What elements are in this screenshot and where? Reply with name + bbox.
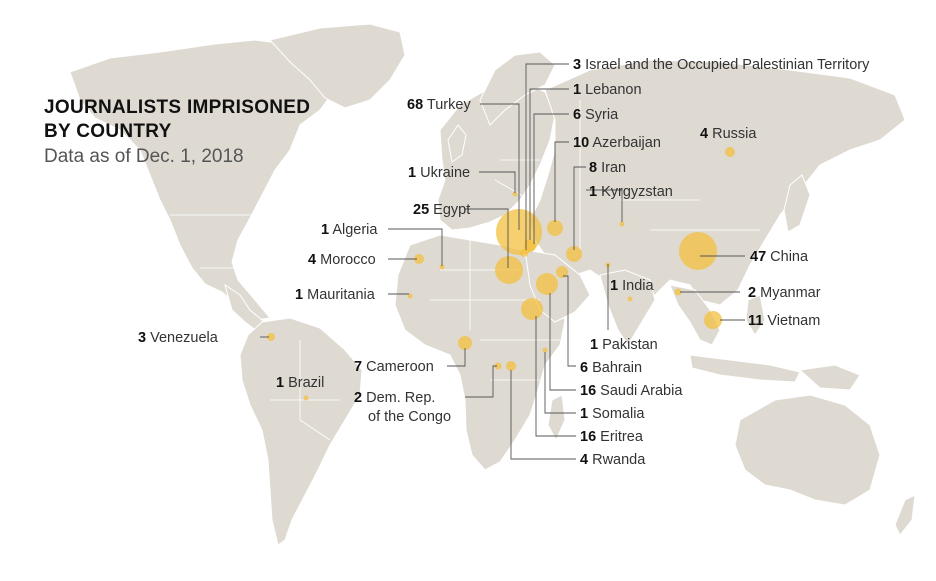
bubble-lebanon <box>524 239 530 245</box>
bubble-india <box>627 296 633 302</box>
label-algeria: 1 Algeria <box>321 222 378 238</box>
label-kyrgyzstan: 1 Kyrgyzstan <box>589 184 673 200</box>
bubble-kyrgyzstan <box>619 221 625 227</box>
southeast-asia-landmass <box>669 284 721 346</box>
scandinavia-landmass <box>479 51 556 126</box>
bubble-israel <box>520 249 528 257</box>
land-masses <box>69 23 916 546</box>
label-venezuela: 3 Venezuela <box>138 330 219 346</box>
label-saudi-arabia: 16 Saudi Arabia <box>580 383 683 399</box>
label-syria: 6 Syria <box>573 107 619 123</box>
bubble-china <box>679 232 717 270</box>
label-china: 47 China <box>750 249 809 265</box>
label-iran: 8 Iran <box>589 160 626 176</box>
label-bahrain: 6 Bahrain <box>580 360 642 376</box>
bubble-morocco <box>414 254 424 264</box>
label-drc-line1: 2 Dem. Rep. <box>354 390 435 406</box>
bubble-drc <box>494 362 502 370</box>
philippines-landmass <box>745 294 766 336</box>
greenland-landmass <box>269 23 406 109</box>
leader-lines <box>260 63 745 460</box>
label-drc-line2: of the Congo <box>368 409 451 425</box>
label-azerbaijan: 10 Azerbaijan <box>573 135 661 151</box>
label-israel: 3 Israel and the Occupied Palestinian Te… <box>573 57 870 73</box>
label-cameroon: 7 Cameroon <box>354 359 434 375</box>
bubble-saudi-arabia <box>536 273 558 295</box>
bubble-vietnam <box>704 311 722 329</box>
bubbles <box>267 147 735 401</box>
label-eritrea: 16 Eritrea <box>580 429 644 445</box>
country-borders <box>170 100 760 441</box>
label-myanmar: 2 Myanmar <box>748 285 821 301</box>
south-america-landmass <box>239 317 363 546</box>
label-pakistan: 1 Pakistan <box>590 337 658 353</box>
new-guinea-landmass <box>798 364 861 391</box>
labels: 3 Israel and the Occupied Palestinian Te… <box>138 57 870 468</box>
label-mauritania: 1 Mauritania <box>295 287 376 303</box>
bubble-iran <box>566 246 582 262</box>
label-rwanda: 4 Rwanda <box>580 452 646 468</box>
bubble-bahrain <box>556 266 568 278</box>
label-russia: 4 Russia <box>700 126 757 142</box>
bubble-somalia <box>542 347 548 353</box>
map-title-line2: BY COUNTRY <box>44 121 172 142</box>
label-morocco: 4 Morocco <box>308 252 376 268</box>
map-subtitle: Data as of Dec. 1, 2018 <box>44 146 244 167</box>
bubble-brazil <box>303 395 309 401</box>
madagascar-landmass <box>547 394 566 442</box>
new-zealand-landmass <box>894 494 916 536</box>
label-india: 1 India <box>610 278 654 294</box>
map-title: JOURNALISTS IMPRISONED <box>44 97 311 118</box>
bubble-rwanda <box>506 361 516 371</box>
label-lebanon: 1 Lebanon <box>573 82 642 98</box>
bubble-eritrea <box>521 298 543 320</box>
label-vietnam: 11 Vietnam <box>748 313 820 329</box>
bubble-cameroon <box>458 336 472 350</box>
indonesia-landmass <box>689 354 801 383</box>
label-ukraine: 1 Ukraine <box>408 165 470 181</box>
japan-landmass <box>783 174 811 233</box>
bubble-algeria <box>439 264 445 270</box>
bubble-azerbaijan <box>547 220 563 236</box>
bubble-myanmar <box>674 288 682 296</box>
india-landmass <box>599 269 656 346</box>
label-egypt: 25 Egypt <box>413 202 470 218</box>
label-turkey: 68 Turkey <box>407 97 471 113</box>
bubble-venezuela <box>267 333 275 341</box>
label-somalia: 1 Somalia <box>580 406 645 422</box>
australia-landmass <box>734 394 881 506</box>
bubble-russia <box>725 147 735 157</box>
label-brazil: 1 Brazil <box>276 375 324 391</box>
bubble-ukraine <box>512 191 518 197</box>
bubble-mauritania <box>407 293 413 299</box>
uk-landmass <box>447 124 467 163</box>
title-block: JOURNALISTS IMPRISONED BY COUNTRY Data a… <box>44 96 310 170</box>
bubble-egypt <box>495 256 523 284</box>
